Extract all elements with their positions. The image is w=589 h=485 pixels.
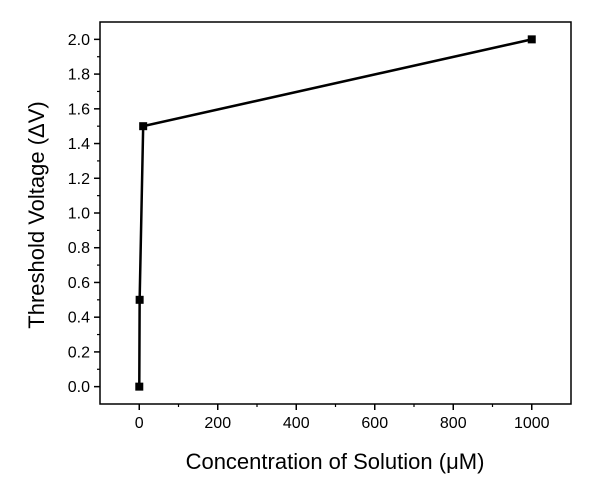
x-tick-label: 0: [135, 415, 144, 432]
x-tick-label: 600: [361, 415, 388, 432]
y-tick-label: 1.4: [68, 136, 90, 153]
x-axis-title: Concentration of Solution (μM): [186, 449, 485, 474]
x-tick-label: 1000: [514, 415, 550, 432]
data-point-marker: [527, 35, 536, 44]
series-line: [138, 38, 533, 387]
y-tick-label: 1.8: [68, 67, 90, 84]
x-tick-label: 800: [440, 415, 467, 432]
data-point-marker: [135, 295, 144, 304]
y-tick-label: 1.6: [68, 101, 90, 118]
y-tick-label: 0.2: [68, 344, 90, 361]
y-tick-label: 1.2: [68, 171, 90, 188]
y-tick-label: 0.0: [68, 379, 90, 396]
series-layer: [135, 35, 536, 391]
y-tick-label: 0.6: [68, 275, 90, 292]
y-tick-label: 0.8: [68, 240, 90, 257]
axes-layer: 0 200 400 600 800 1000 0.0 0.2 0.4 0.6 0.8 1.0 1.2 1.…: [68, 21, 572, 432]
y-tick-label: 0.4: [68, 310, 90, 327]
plot-frame: [99, 21, 572, 405]
y-tick-label: 2.0: [68, 32, 90, 49]
x-tick-label: 200: [204, 415, 231, 432]
y-axis-title: Threshold Voltage (ΔV): [24, 101, 49, 328]
y-tick-label: 1.0: [68, 206, 90, 223]
data-point-marker: [139, 122, 148, 131]
x-tick-label: 400: [283, 415, 310, 432]
data-point-marker: [135, 382, 144, 391]
